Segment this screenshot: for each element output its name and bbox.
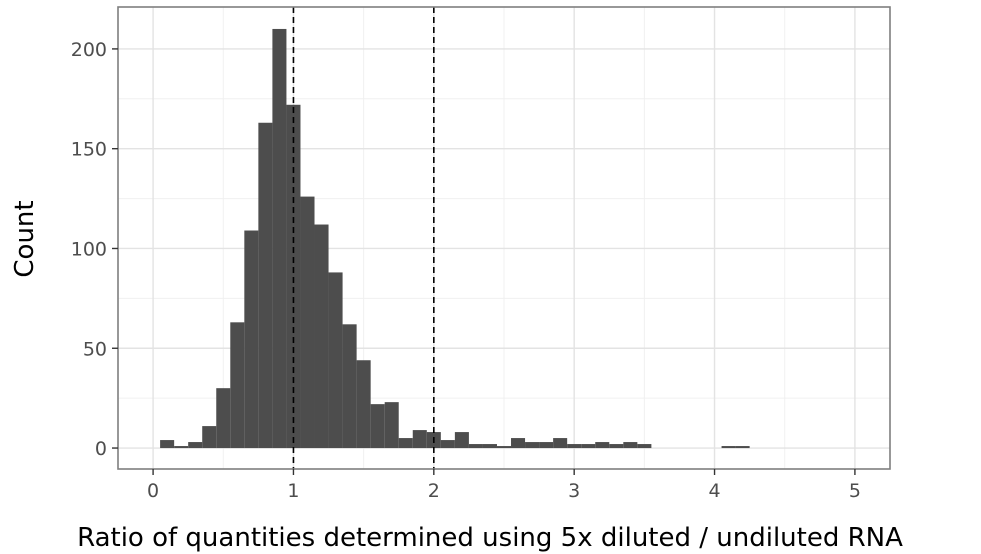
histogram-bar [637, 444, 652, 449]
histogram-bar [342, 324, 357, 449]
x-tick-label: 0 [147, 480, 159, 502]
histogram-bar [468, 444, 483, 449]
histogram-bar [440, 440, 455, 449]
x-tick-label: 1 [287, 480, 299, 502]
histogram-bar [735, 446, 750, 449]
histogram-bar [272, 28, 287, 449]
y-tick-label: 200 [71, 39, 107, 61]
histogram-bar [314, 224, 329, 449]
histogram-bar [258, 122, 273, 449]
histogram-bar [356, 360, 371, 449]
x-tick-label: 3 [568, 480, 580, 502]
x-tick-label: 2 [428, 480, 440, 502]
histogram-bar [567, 444, 582, 449]
histogram-bar [511, 438, 526, 449]
histogram-bar [328, 272, 343, 449]
histogram-bar [370, 404, 385, 449]
histogram-bar [525, 442, 540, 449]
x-tick-label: 5 [849, 480, 861, 502]
histogram-bar [286, 104, 301, 449]
histogram-bar [188, 442, 203, 449]
reference-lines [292, 7, 435, 469]
histogram-bar [721, 446, 736, 449]
histogram-bars [160, 28, 750, 449]
histogram-bar [216, 388, 231, 449]
histogram-bar [160, 440, 175, 449]
histogram-bar [595, 442, 610, 449]
x-axis-title: Ratio of quantities determined using 5x … [77, 523, 903, 553]
y-tick-label: 100 [71, 238, 107, 260]
histogram-bar [412, 430, 427, 449]
histogram-bar [553, 438, 568, 449]
grid-minor [118, 7, 890, 469]
histogram-bar [454, 432, 469, 449]
histogram-bar [174, 446, 189, 449]
histogram-bar [581, 444, 596, 449]
histogram-bar [384, 402, 399, 449]
y-axis: 0 50 100 150 200 [71, 39, 118, 460]
histogram-bar [244, 230, 259, 449]
histogram-bar [496, 446, 512, 449]
histogram-bar [623, 442, 638, 449]
histogram-bar [482, 444, 497, 449]
histogram-bar [398, 438, 413, 449]
histogram-bar [230, 322, 245, 449]
plot-border [117, 6, 891, 470]
histogram-bar [300, 196, 315, 449]
histogram-bar [202, 426, 217, 449]
histogram-bar [539, 442, 554, 449]
y-tick-label: 50 [83, 338, 107, 360]
histogram-bar [609, 444, 624, 449]
y-tick-label: 150 [71, 139, 107, 161]
x-axis: 0 1 2 3 4 5 [147, 469, 861, 502]
y-tick-label: 0 [95, 438, 107, 460]
y-axis-title: Count [10, 200, 40, 277]
x-tick-label: 4 [708, 480, 720, 502]
